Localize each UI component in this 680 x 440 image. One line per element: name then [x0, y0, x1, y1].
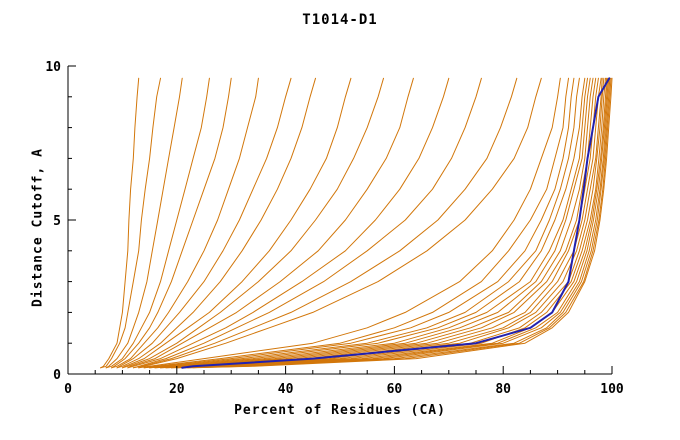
y-tick-label: 10: [45, 60, 61, 75]
x-tick-label: 20: [169, 382, 185, 397]
x-tick-label: 0: [64, 382, 72, 397]
x-tick-label: 60: [387, 382, 403, 397]
curve-model-10: [121, 77, 384, 369]
curve-model-13: [132, 77, 482, 369]
y-tick-label: 0: [53, 368, 61, 383]
curve-model-35: [192, 77, 613, 369]
curve-reference: [181, 77, 611, 369]
curve-model-14: [132, 77, 518, 369]
curve-model-33: [187, 77, 611, 369]
chart-title: T1014-D1: [302, 12, 378, 28]
curve-model-11: [127, 77, 414, 369]
curve-model-07: [116, 77, 292, 369]
curve-model-04: [105, 77, 210, 369]
curve-model-08: [116, 77, 316, 369]
curve-model-30: [176, 77, 608, 369]
curve-model-28: [170, 77, 605, 369]
x-tick-label: 100: [600, 382, 624, 397]
curve-model-06: [111, 77, 259, 369]
curve-model-27: [170, 77, 603, 369]
curve-model-05: [111, 77, 232, 369]
x-axis-label: Percent of Residues (CA): [234, 403, 446, 418]
curve-model-03: [105, 77, 183, 369]
curve-model-02: [100, 77, 161, 369]
curve-model-32: [181, 77, 610, 369]
x-tick-label: 40: [278, 382, 294, 397]
curve-model-24: [160, 77, 597, 369]
curve-model-19: [149, 77, 580, 369]
curve-model-12: [127, 77, 450, 369]
curve-model-09: [121, 77, 352, 369]
x-tick-label: 80: [495, 382, 511, 397]
curve-model-21: [154, 77, 588, 369]
curve-model-29: [176, 77, 606, 369]
y-tick-label: 5: [53, 214, 61, 229]
curve-model-23: [160, 77, 594, 369]
curve-model-01: [100, 77, 140, 369]
curve-model-17: [143, 77, 569, 369]
curve-model-16: [138, 77, 561, 369]
curve-model-34: [187, 77, 612, 369]
curve-model-31: [181, 77, 609, 369]
curve-model-20: [149, 77, 586, 369]
curve-model-15: [138, 77, 542, 369]
curve-model-18: [143, 77, 575, 369]
curve-model-22: [154, 77, 591, 369]
